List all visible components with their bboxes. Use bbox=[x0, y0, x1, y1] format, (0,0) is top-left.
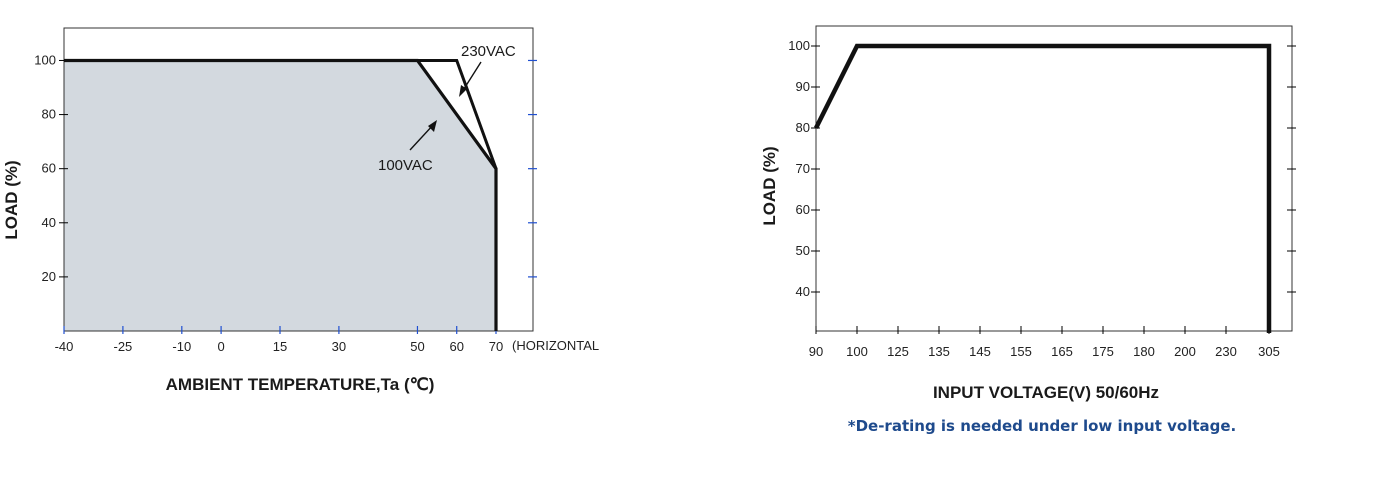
annotation-arrow bbox=[461, 61, 482, 93]
y-tick-label: 40 bbox=[42, 215, 56, 230]
x-tick-label: 165 bbox=[1051, 344, 1073, 359]
y-tick-label: 100 bbox=[34, 52, 56, 67]
x-tick-label: 155 bbox=[1010, 344, 1032, 359]
y-tick-label: 80 bbox=[42, 107, 56, 122]
y-tick-label: 20 bbox=[42, 269, 56, 284]
x-tick-label: 100 bbox=[846, 344, 868, 359]
x-axis-title: INPUT VOLTAGE(V) 50/60Hz bbox=[933, 383, 1159, 402]
annotation-label: 100VAC bbox=[378, 157, 433, 174]
x-tick-label: 175 bbox=[1092, 344, 1114, 359]
x-tick-label: 30 bbox=[332, 339, 346, 354]
y-axis-title: LOAD (%) bbox=[2, 160, 21, 239]
temperature-derating-chart: 20 40 60 80 100 -40 -25 -10 0 15 30 50 60 70 (HORIZONT… bbox=[2, 27, 599, 394]
x-tick-label: 125 bbox=[887, 344, 909, 359]
plot-frame bbox=[815, 25, 1293, 332]
x-extra-label: (HORIZONTAL bbox=[512, 338, 599, 353]
x-tick-label: 135 bbox=[928, 344, 950, 359]
x-tick-label: 15 bbox=[273, 339, 287, 354]
annotation-label: 230VAC bbox=[461, 43, 516, 60]
y-tick-label: 50 bbox=[796, 243, 810, 258]
annotation-arrowhead bbox=[428, 120, 437, 132]
y-tick-label: 90 bbox=[796, 79, 810, 94]
operating-area bbox=[64, 60, 496, 331]
x-axis-title: AMBIENT TEMPERATURE,Ta (℃) bbox=[166, 375, 435, 394]
x-tick-label: 200 bbox=[1174, 344, 1196, 359]
x-tick-label: 50 bbox=[410, 339, 424, 354]
annotation-arrow bbox=[409, 123, 435, 151]
plot-frame bbox=[63, 27, 534, 332]
x-tick-label: 60 bbox=[449, 339, 463, 354]
series-line bbox=[813, 43, 1272, 333]
y-tick-label: 100 bbox=[788, 38, 810, 53]
y-tick-label: 70 bbox=[796, 161, 810, 176]
series-line-100vac bbox=[64, 58, 498, 331]
y-tick-label: 40 bbox=[796, 284, 810, 299]
derating-note: *De-rating is needed under low input vol… bbox=[848, 417, 1237, 435]
y-axis-title: LOAD (%) bbox=[760, 146, 779, 225]
x-tick-label: 0 bbox=[217, 339, 224, 354]
x-tick-label: 230 bbox=[1215, 344, 1237, 359]
y-tick-label: 60 bbox=[42, 161, 56, 176]
x-tick-label: 305 bbox=[1258, 344, 1280, 359]
x-tick-label: 180 bbox=[1133, 344, 1155, 359]
x-tick-label: -25 bbox=[114, 339, 133, 354]
x-tick-label: 70 bbox=[489, 339, 503, 354]
annotation-arrowhead bbox=[459, 85, 467, 97]
x-tick-label: 90 bbox=[809, 344, 823, 359]
voltage-derating-chart: 40 50 60 70 80 90 100 90 100 125 135 145 155 165 175 18… bbox=[760, 25, 1296, 435]
x-tick-label: -10 bbox=[172, 339, 191, 354]
y-tick-label: 80 bbox=[796, 120, 810, 135]
x-tick-label: -40 bbox=[55, 339, 74, 354]
x-tick-label: 145 bbox=[969, 344, 991, 359]
y-tick-label: 60 bbox=[796, 202, 810, 217]
